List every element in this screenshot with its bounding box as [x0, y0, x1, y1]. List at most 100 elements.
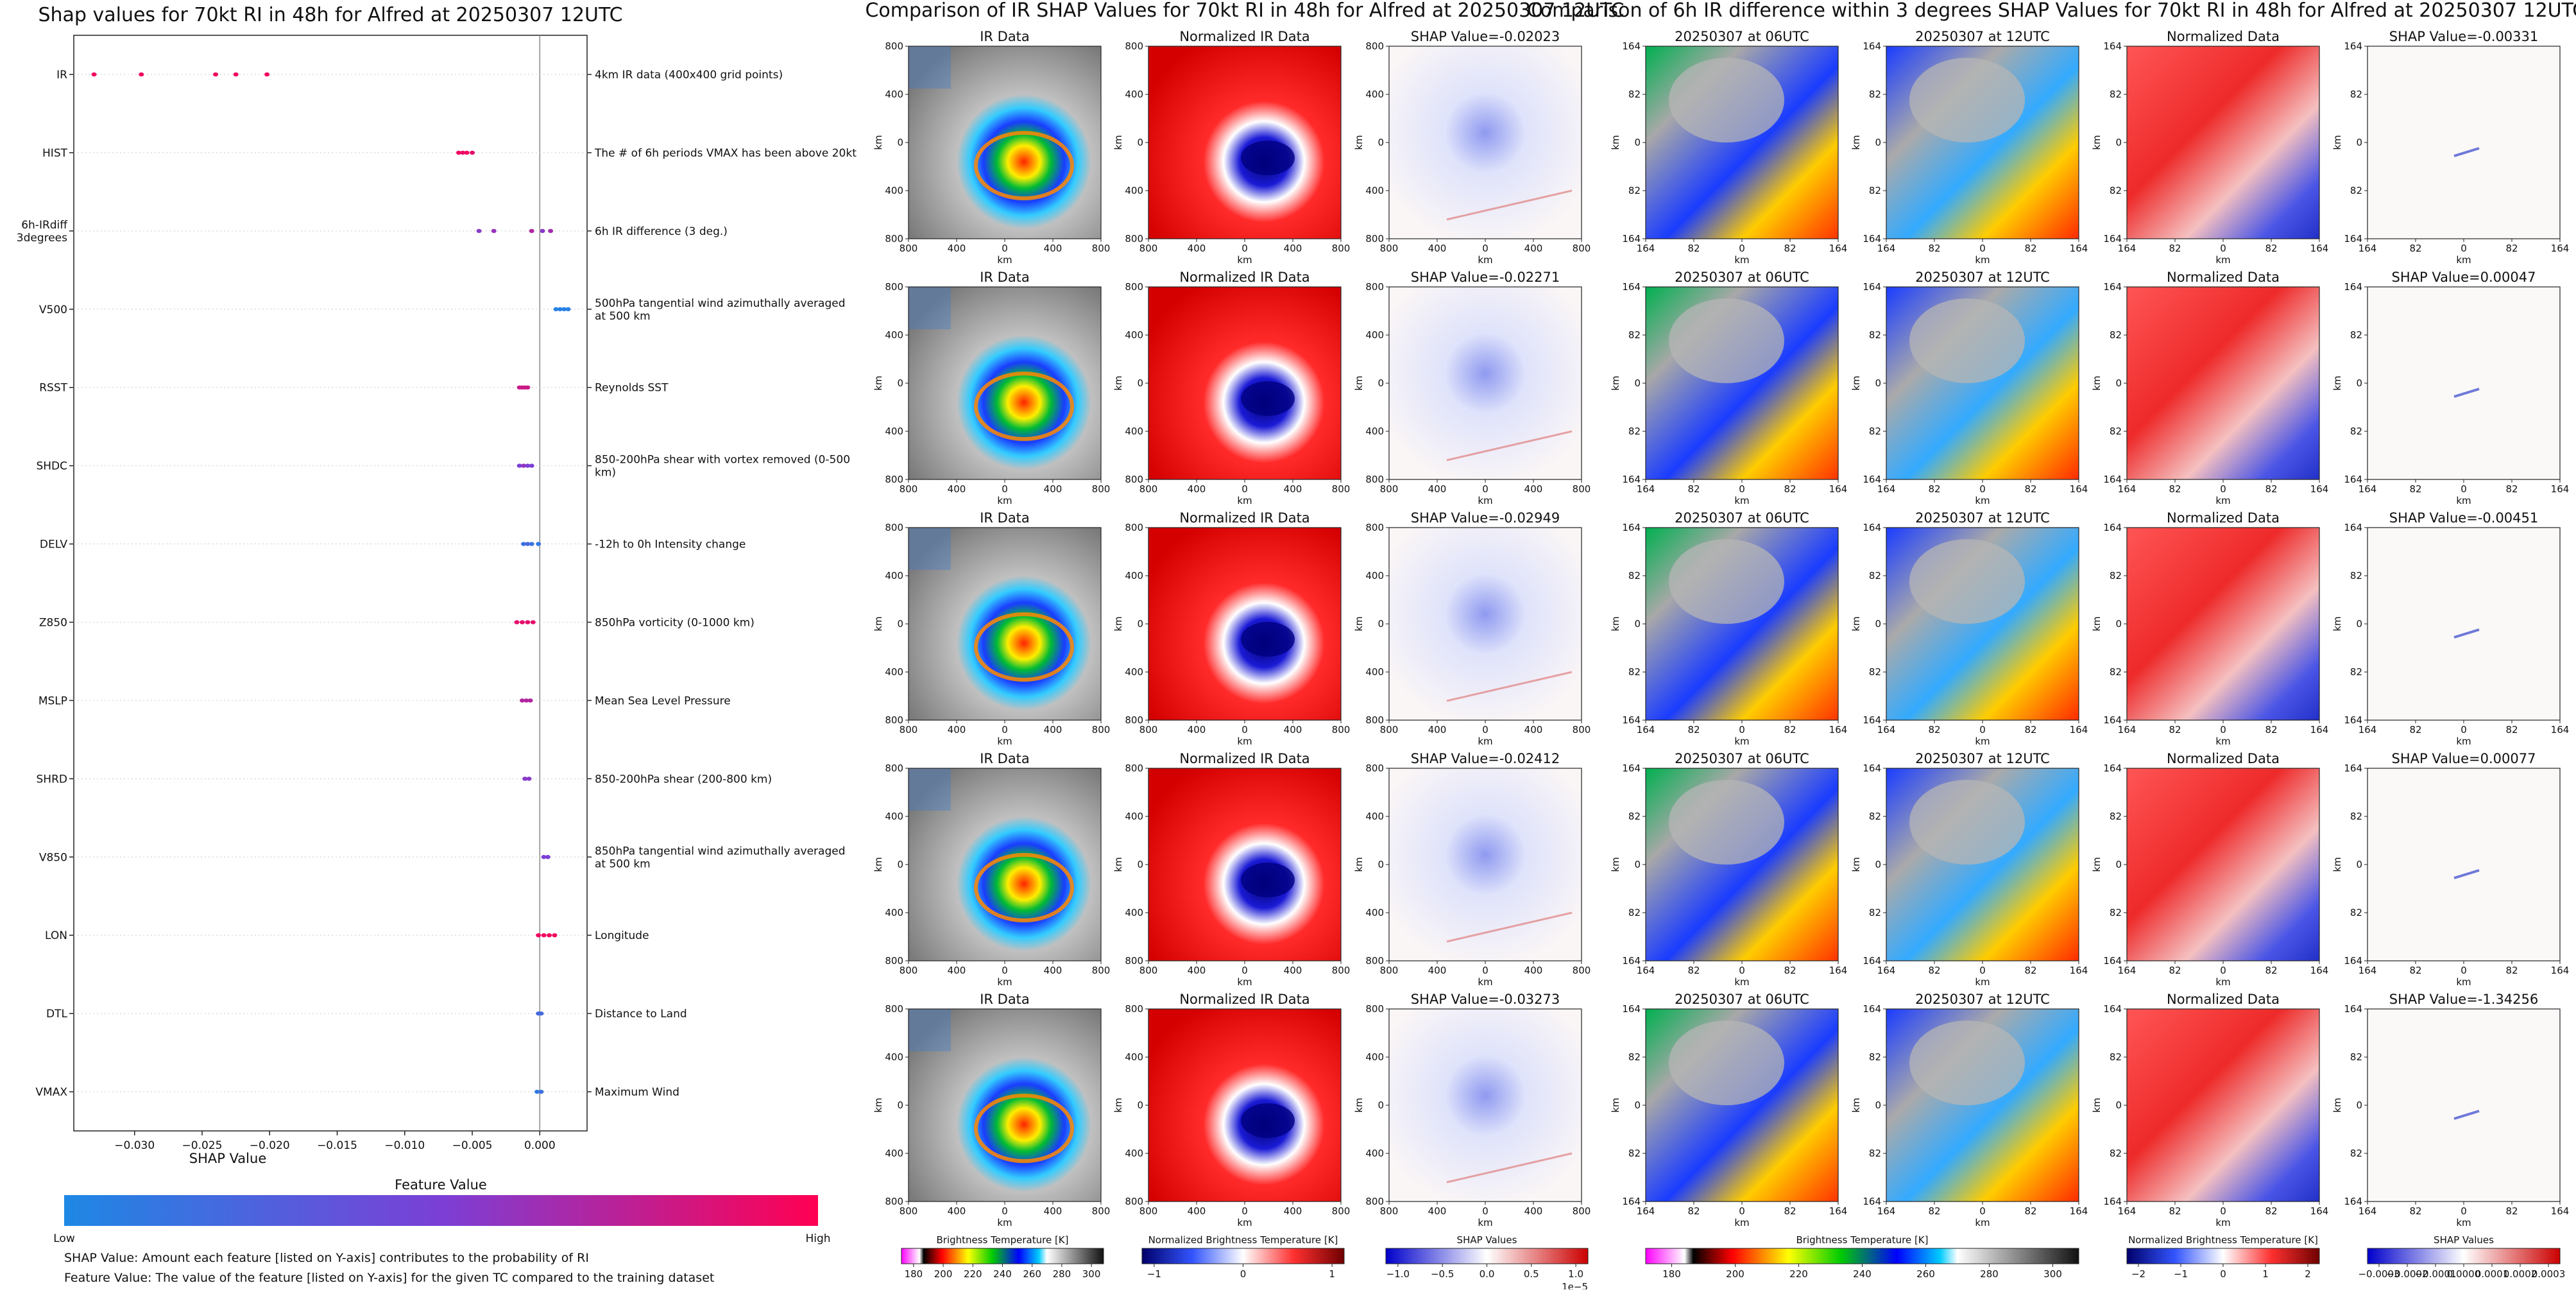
y-tick-label: 400: [1125, 185, 1143, 196]
panel-title: 20250307 at 06UTC: [1675, 270, 1809, 285]
y-tick-label: 0: [1634, 859, 1641, 870]
y-axis-label: km: [2091, 375, 2103, 390]
shap-point: [536, 933, 542, 938]
x-axis-label: SHAP Value: [189, 1151, 267, 1166]
x-axis-label: km: [1975, 254, 1990, 266]
x-tick-label: 800: [1139, 243, 1158, 254]
y-tick-label: 164: [1622, 1196, 1641, 1207]
x-tick-label: 400: [1428, 243, 1447, 254]
feature-name: MSLP: [38, 694, 67, 707]
x-tick-label: 0: [1482, 483, 1488, 495]
y-tick-label: 400: [1365, 426, 1384, 437]
heatmap-image: [2127, 287, 2319, 479]
x-tick-label: 82: [2505, 243, 2518, 254]
shap-point: [525, 463, 531, 468]
y-tick-label: 0: [1137, 1099, 1143, 1111]
panel-title: Normalized Data: [2167, 751, 2280, 766]
y-tick-label: 0: [2115, 859, 2122, 870]
shap-point: [547, 933, 552, 938]
feature-name: Z850: [39, 616, 67, 629]
colorbar-tick-label: 1: [1329, 1268, 1335, 1280]
y-tick-label: 82: [2350, 89, 2362, 100]
y-tick-label: 164: [2344, 40, 2362, 52]
x-tick-label: 164: [1829, 483, 1848, 495]
x-tick-label: 164: [2358, 1205, 2377, 1217]
feature-description: 6h IR difference (3 deg.): [595, 225, 728, 238]
panel-title: SHAP Value=-0.00331: [2389, 29, 2539, 44]
shap-point: [525, 385, 531, 390]
y-tick-label: 400: [1365, 666, 1384, 678]
y-tick-label: 82: [1628, 426, 1641, 437]
x-tick-label: 82: [2409, 483, 2421, 495]
colorbar: [1645, 1248, 2079, 1264]
storm-eyewall-band: [974, 131, 1074, 200]
y-tick-label: 400: [1365, 1148, 1384, 1159]
heatmap-image: [1148, 1009, 1341, 1202]
x-tick-label: 800: [1332, 243, 1351, 254]
colorbar-tick-label: 0.5: [1524, 1268, 1539, 1280]
cold-cloud-region: [1909, 298, 2025, 383]
panel-title: 20250307 at 12UTC: [1915, 510, 2050, 526]
y-tick-label: 82: [1869, 666, 1881, 678]
y-tick-label: 0: [1634, 618, 1641, 630]
x-tick-label: 164: [1637, 243, 1655, 254]
y-tick-label: 82: [1869, 89, 1881, 100]
x-tick-label: 0: [2461, 483, 2467, 495]
x-tick-label: 400: [948, 243, 966, 254]
x-tick-label: 0: [1739, 965, 1745, 976]
shap-point: [456, 150, 461, 155]
colorbar-tick-label: 0: [2220, 1268, 2226, 1280]
x-tick-label: 0: [2461, 965, 2467, 976]
x-tick-label: 800: [1092, 483, 1111, 495]
y-axis-label: km: [2091, 1098, 2103, 1112]
y-tick-label: 164: [2103, 233, 2122, 245]
y-tick-label: 0: [1875, 377, 1881, 389]
x-tick-label: 164: [2358, 724, 2377, 736]
x-tick-label: 400: [948, 483, 966, 495]
shap-point: [91, 72, 97, 77]
feature-name: DELV: [40, 538, 67, 551]
y-axis-label: km: [873, 1098, 884, 1112]
y-tick-label: 82: [1628, 329, 1641, 341]
x-tick-label: 400: [1044, 724, 1062, 736]
x-tick-label: 82: [2169, 243, 2181, 254]
shap-point: [213, 72, 219, 77]
y-tick-label: 400: [1125, 811, 1143, 822]
panel-title: IR Data: [980, 510, 1030, 526]
heatmap-image: [2127, 46, 2319, 239]
x-axis-label: km: [1478, 736, 1492, 747]
x-tick-label: 164: [2310, 483, 2329, 495]
y-tick-label: 82: [1869, 570, 1881, 581]
x-axis-label: km: [2215, 495, 2230, 506]
colorbar-tick-label: 0.0001: [2475, 1268, 2509, 1280]
shap-point: [516, 463, 522, 468]
colorbar-tick-label: 200: [934, 1268, 953, 1280]
x-tick-label: 164: [2358, 243, 2377, 254]
shap-point: [529, 542, 534, 546]
x-tick-label: 0: [1739, 483, 1745, 495]
y-tick-label: 0: [1378, 377, 1384, 389]
y-tick-label: 400: [1365, 811, 1384, 822]
x-tick-label: 800: [900, 483, 918, 495]
shap-point: [557, 307, 563, 311]
x-tick-label: 82: [2024, 724, 2036, 736]
x-tick-label: 164: [1637, 483, 1655, 495]
panel-title: 20250307 at 06UTC: [1675, 29, 1809, 44]
y-tick-label: 0: [2115, 137, 2122, 148]
x-tick-label: 164: [1829, 724, 1848, 736]
storm-eyewall-band: [974, 612, 1074, 682]
panel-title: Normalized IR Data: [1179, 751, 1309, 766]
x-tick-label: 800: [900, 965, 918, 976]
y-tick-label: 0: [897, 137, 903, 148]
y-tick-label: 0: [2356, 377, 2362, 389]
feature-description: The # of 6h periods VMAX has been above …: [594, 147, 857, 160]
colorbar-tick-label: 300: [2043, 1268, 2062, 1280]
panel-title: SHAP Value=-0.02271: [1411, 270, 1560, 285]
shap-point: [552, 933, 558, 938]
y-tick-label: 800: [1365, 955, 1384, 967]
panel-title: Normalized Data: [2167, 270, 2280, 285]
heatmap-image: [908, 287, 1101, 479]
shap-point: [561, 307, 567, 311]
x-tick-label: 400: [1284, 483, 1302, 495]
x-tick-label: 82: [2169, 965, 2181, 976]
